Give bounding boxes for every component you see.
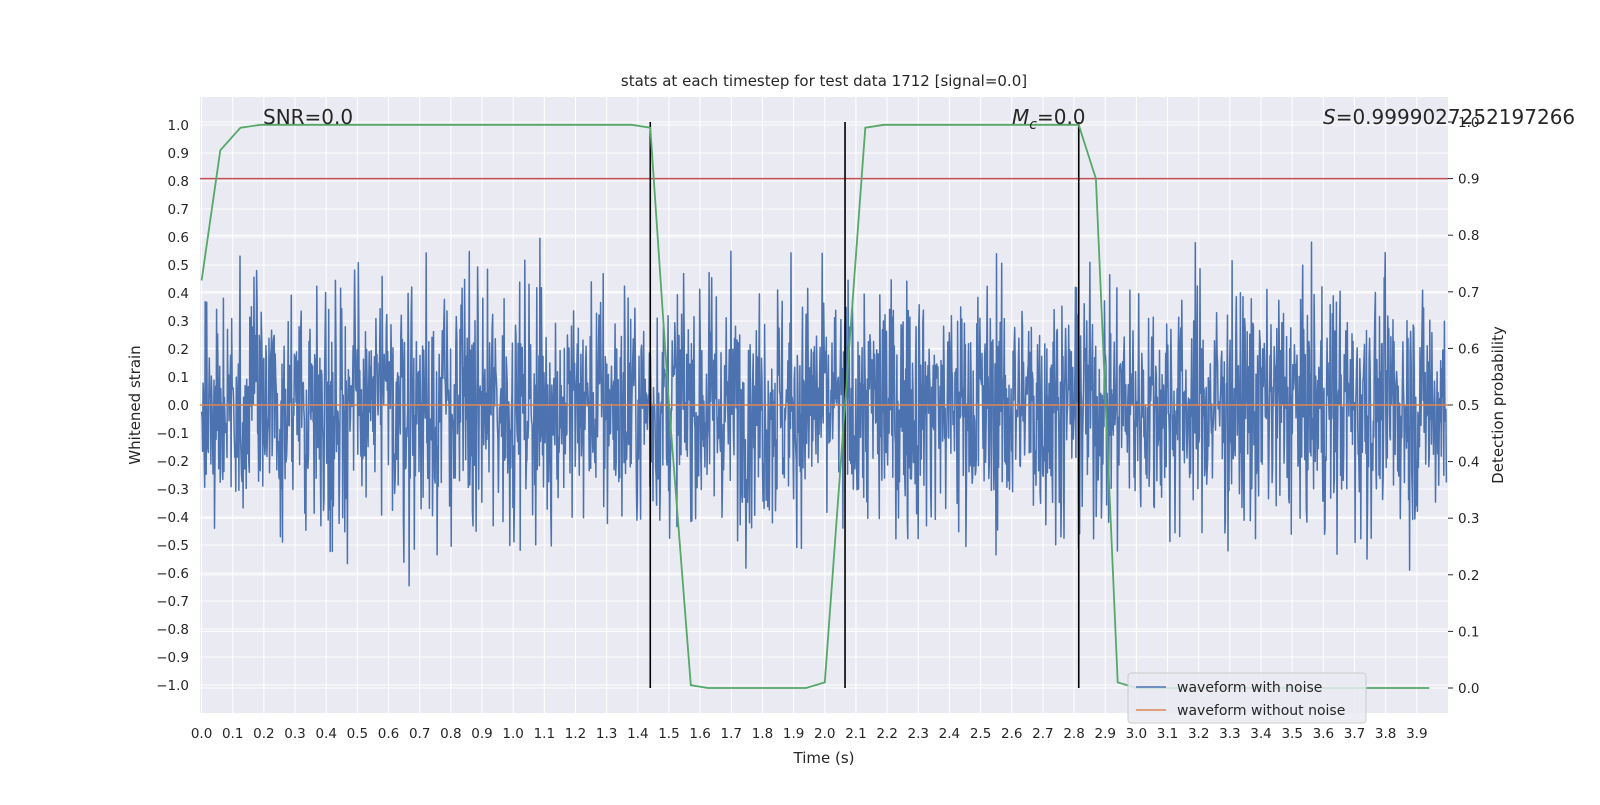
x-tick-label: 0.5 <box>347 726 368 742</box>
x-tick-label: 0.9 <box>471 726 492 742</box>
x-tick-label: 2.8 <box>1063 726 1084 742</box>
y-tick-label: −0.5 <box>156 538 189 554</box>
x-tick-label: 1.9 <box>783 726 804 742</box>
x-tick-label: 3.9 <box>1406 726 1427 742</box>
x-tick-label: 0.8 <box>440 726 461 742</box>
y-tick-label: −0.6 <box>156 566 189 582</box>
x-tick-label: 3.6 <box>1313 726 1334 742</box>
y2-tick-label: 0.6 <box>1458 341 1479 357</box>
x-tick-label: 3.4 <box>1250 726 1271 742</box>
x-tick-label: 2.9 <box>1094 726 1115 742</box>
y2-tick-label: 0.8 <box>1458 228 1479 244</box>
y-tick-label: −0.9 <box>156 650 189 666</box>
legend-label-clean: waveform without noise <box>1177 703 1345 719</box>
x-tick-label: 1.5 <box>658 726 679 742</box>
legend-box <box>1127 672 1367 724</box>
x-tick-label: 2.7 <box>1032 726 1053 742</box>
y2-tick-label: 1.0 <box>1458 115 1479 131</box>
x-axis-label: Time (s) <box>793 749 855 767</box>
y2-tick-labels: 1.0 0.9 0.8 0.7 0.6 0.5 0.4 0.3 0.2 0.1 0.0 <box>1448 115 1479 697</box>
y-tick-label: −0.4 <box>156 510 189 526</box>
y2-tick-label: 0.3 <box>1458 511 1479 527</box>
x-tick-label: 0.1 <box>222 726 243 742</box>
x-tick-label: 2.4 <box>939 726 960 742</box>
mc-symbol: M <box>1012 105 1029 129</box>
mc-subscript: c <box>1029 117 1037 133</box>
y2-tick-label: 0.4 <box>1458 455 1479 471</box>
y-tick-label: −0.8 <box>156 622 189 638</box>
y-tick-label: 0.5 <box>168 258 189 274</box>
y-tick-label: −0.1 <box>156 426 189 442</box>
y2-tick-label: 0.9 <box>1458 172 1479 188</box>
y-tick-label: 1.0 <box>168 118 189 134</box>
x-tick-label: 3.0 <box>1126 726 1147 742</box>
y2-tick-label: 0.5 <box>1458 398 1479 414</box>
legend-label-noise: waveform with noise <box>1177 680 1322 696</box>
y-tick-label: 0.0 <box>168 398 189 414</box>
x-tick-label: 3.5 <box>1281 726 1302 742</box>
x-tick-label: 2.6 <box>1001 726 1022 742</box>
y-tick-label: 0.6 <box>168 230 189 246</box>
x-tick-label: 0.2 <box>253 726 274 742</box>
mc-annotation: Mc=0.0 <box>1012 105 1086 133</box>
y2-tick-label: 0.1 <box>1458 624 1479 640</box>
x-tick-label: 1.6 <box>689 726 710 742</box>
s-value: =0.9999027252197266 <box>1336 105 1575 129</box>
x-tick-label: 2.0 <box>814 726 835 742</box>
snr-annotation: SNR=0.0 <box>263 105 353 129</box>
y2-tick-label: 0.7 <box>1458 285 1479 301</box>
x-tick-label: 2.3 <box>908 726 929 742</box>
x-tick-label: 1.4 <box>627 726 648 742</box>
mc-value: =0.0 <box>1037 105 1086 129</box>
y-tick-label: 0.8 <box>168 174 189 190</box>
y-tick-label: −0.2 <box>156 454 189 470</box>
y-tick-labels: 1.0 0.9 0.8 0.7 0.6 0.5 0.4 0.3 0.2 0.1 0.0 −0.1 −0.… <box>156 118 189 694</box>
legend: waveform with noise waveform without noi… <box>1127 672 1367 724</box>
y-tick-label: −1.0 <box>156 678 189 694</box>
x-tick-labels: 0.0 0.1 0.2 0.3 0.4 0.5 0.6 0.7 0.8 0.9 1.0 1.1 1.2 1… <box>191 726 1428 742</box>
x-tick-label: 1.3 <box>596 726 617 742</box>
x-tick-label: 2.1 <box>845 726 866 742</box>
y-tick-label: −0.3 <box>156 482 189 498</box>
x-tick-label: 2.2 <box>876 726 897 742</box>
y-tick-label: −0.7 <box>156 594 189 610</box>
s-annotation: S=0.9999027252197266 <box>1323 105 1575 129</box>
x-tick-label: 0.7 <box>409 726 430 742</box>
y2-axis-label: Detection probability <box>1489 326 1507 484</box>
series-line-noise <box>200 237 1448 587</box>
y-tick-label: 0.4 <box>168 286 189 302</box>
y-axis-label: Whitened strain <box>126 345 144 464</box>
x-tick-label: 1.2 <box>565 726 586 742</box>
x-tick-label: 3.8 <box>1375 726 1396 742</box>
x-tick-label: 0.0 <box>191 726 212 742</box>
x-tick-label: 0.4 <box>315 726 336 742</box>
y2-tick-label: 0.0 <box>1458 681 1479 697</box>
noise-waveform-group <box>200 237 1448 587</box>
y-tick-label: 0.2 <box>168 342 189 358</box>
x-tick-label: 1.1 <box>534 726 555 742</box>
x-tick-label: 0.3 <box>284 726 305 742</box>
x-tick-label: 3.7 <box>1344 726 1365 742</box>
x-tick-label: 3.2 <box>1188 726 1209 742</box>
x-tick-label: 1.8 <box>752 726 773 742</box>
x-tick-label: 1.7 <box>721 726 742 742</box>
y-tick-label: 0.9 <box>168 146 189 162</box>
x-tick-label: 0.6 <box>378 726 399 742</box>
x-tick-label: 3.1 <box>1157 726 1178 742</box>
s-symbol: S <box>1323 105 1336 129</box>
y-tick-label: 0.7 <box>168 202 189 218</box>
x-tick-label: 1.0 <box>502 726 523 742</box>
y2-tick-label: 0.2 <box>1458 568 1479 584</box>
x-tick-label: 3.3 <box>1219 726 1240 742</box>
y-tick-label: 0.1 <box>168 370 189 386</box>
y-tick-label: 0.3 <box>168 314 189 330</box>
x-tick-label: 2.5 <box>970 726 991 742</box>
chart-title: stats at each timestep for test data 171… <box>621 72 1027 90</box>
